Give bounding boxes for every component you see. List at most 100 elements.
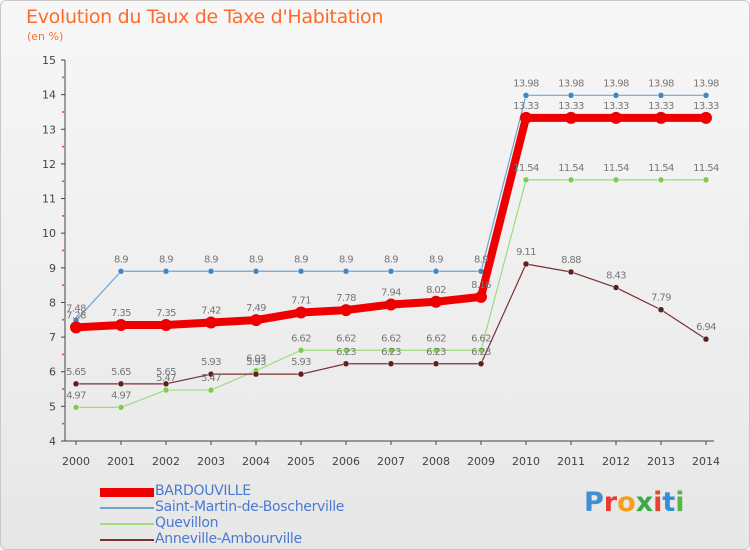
data-label: 13.33 (513, 101, 539, 112)
legend-swatch (100, 523, 154, 525)
data-label: 8.9 (474, 254, 488, 265)
y-tick-label: 7 (49, 331, 56, 344)
logo-letter: x (635, 487, 654, 518)
data-point (342, 347, 350, 354)
data-label: 8.9 (204, 254, 218, 265)
y-tick-label: 4 (49, 435, 56, 448)
data-point (250, 314, 262, 327)
legend-swatch (100, 539, 154, 541)
data-label: 6.62 (291, 333, 311, 344)
data-label: 5.65 (66, 367, 86, 378)
data-label: 5.47 (201, 373, 221, 384)
data-label: 6.94 (696, 322, 716, 333)
legend-swatch (100, 488, 154, 497)
data-point (567, 92, 575, 99)
series-anneville-ambourville (72, 260, 710, 388)
y-minor-tick (62, 180, 64, 183)
data-point (342, 360, 350, 368)
data-label: 5.65 (156, 367, 176, 378)
data-point (612, 284, 620, 291)
data-point (522, 260, 530, 268)
data-label: 11.54 (513, 163, 539, 174)
data-label: 7.78 (336, 293, 356, 304)
series-quevillon (72, 176, 710, 411)
data-label: 8.88 (561, 255, 581, 266)
data-label: 7.35 (111, 308, 131, 319)
y-minor-tick (62, 353, 64, 356)
data-label: 13.33 (558, 101, 584, 112)
chart-title: Evolution du Taux de Taxe d'Habitation (26, 6, 384, 28)
data-point (297, 268, 305, 275)
y-minor-tick (62, 145, 64, 148)
series-bardouville (70, 111, 712, 334)
y-minor-tick (62, 76, 64, 79)
data-point (702, 335, 710, 343)
data-label: 11.54 (603, 163, 629, 174)
data-point (385, 298, 397, 311)
data-label: 11.54 (693, 163, 719, 174)
x-tick-label: 2011 (557, 455, 585, 468)
unit-label: (en %) (27, 30, 64, 43)
y-tick-label: 12 (42, 158, 56, 171)
data-point (252, 268, 260, 275)
data-label: 8.9 (429, 254, 443, 265)
data-label: 6.62 (336, 333, 356, 344)
data-point (387, 347, 395, 354)
x-tick-label: 2000 (62, 455, 90, 468)
data-label: 8.9 (159, 254, 173, 265)
data-point (477, 347, 485, 354)
data-label: 7.48 (66, 303, 86, 314)
data-point (115, 318, 127, 331)
x-tick-label: 2001 (107, 455, 135, 468)
data-label: 7.35 (156, 308, 176, 319)
data-point (477, 360, 485, 368)
series-lines (70, 92, 712, 411)
y-tick-label: 6 (49, 366, 56, 379)
y-tick-label: 9 (49, 262, 56, 275)
data-point (340, 304, 352, 317)
data-point (657, 92, 665, 99)
data-point (387, 360, 395, 368)
data-label: 7.28 (66, 310, 86, 321)
proxiti-logo: Proxiti (584, 487, 685, 518)
data-label: 8.9 (114, 254, 128, 265)
y-minor-tick (62, 110, 64, 113)
logo-letter: o (617, 487, 636, 518)
x-tick-label: 2002 (152, 455, 180, 468)
y-minor-tick (62, 284, 64, 287)
data-label: 13.33 (648, 101, 674, 112)
data-point (657, 306, 665, 313)
data-label: 6.23 (471, 347, 491, 358)
data-point (205, 316, 217, 329)
logo-letter: i (675, 487, 685, 518)
data-label: 13.98 (603, 78, 629, 89)
data-point (342, 268, 350, 275)
data-label: 13.98 (558, 78, 584, 89)
data-point (297, 370, 305, 378)
data-point (72, 404, 80, 411)
y-minor-tick (62, 214, 64, 217)
y-tick-label: 5 (49, 400, 56, 413)
y-minor-tick (62, 318, 64, 321)
logo-letter: t (662, 487, 676, 518)
data-point (297, 347, 305, 354)
data-label: 8.9 (294, 254, 308, 265)
data-point (700, 111, 712, 124)
x-tick-label: 2012 (602, 455, 630, 468)
data-point (567, 176, 575, 184)
x-tick-label: 2010 (512, 455, 540, 468)
data-label: 6.62 (426, 333, 446, 344)
data-label: 6.62 (381, 333, 401, 344)
data-label: 5.93 (201, 357, 221, 368)
series-saint-martin-de-boscherville (72, 92, 710, 324)
data-label: 6.23 (381, 347, 401, 358)
x-tick-label: 2013 (647, 455, 675, 468)
data-label: 7.42 (201, 306, 221, 317)
data-point (430, 295, 442, 308)
data-point (252, 370, 260, 378)
logo-letter: i (653, 487, 663, 518)
x-tick-label: 2009 (467, 455, 495, 468)
data-label: 13.98 (648, 78, 674, 89)
x-tick-label: 2006 (332, 455, 360, 468)
